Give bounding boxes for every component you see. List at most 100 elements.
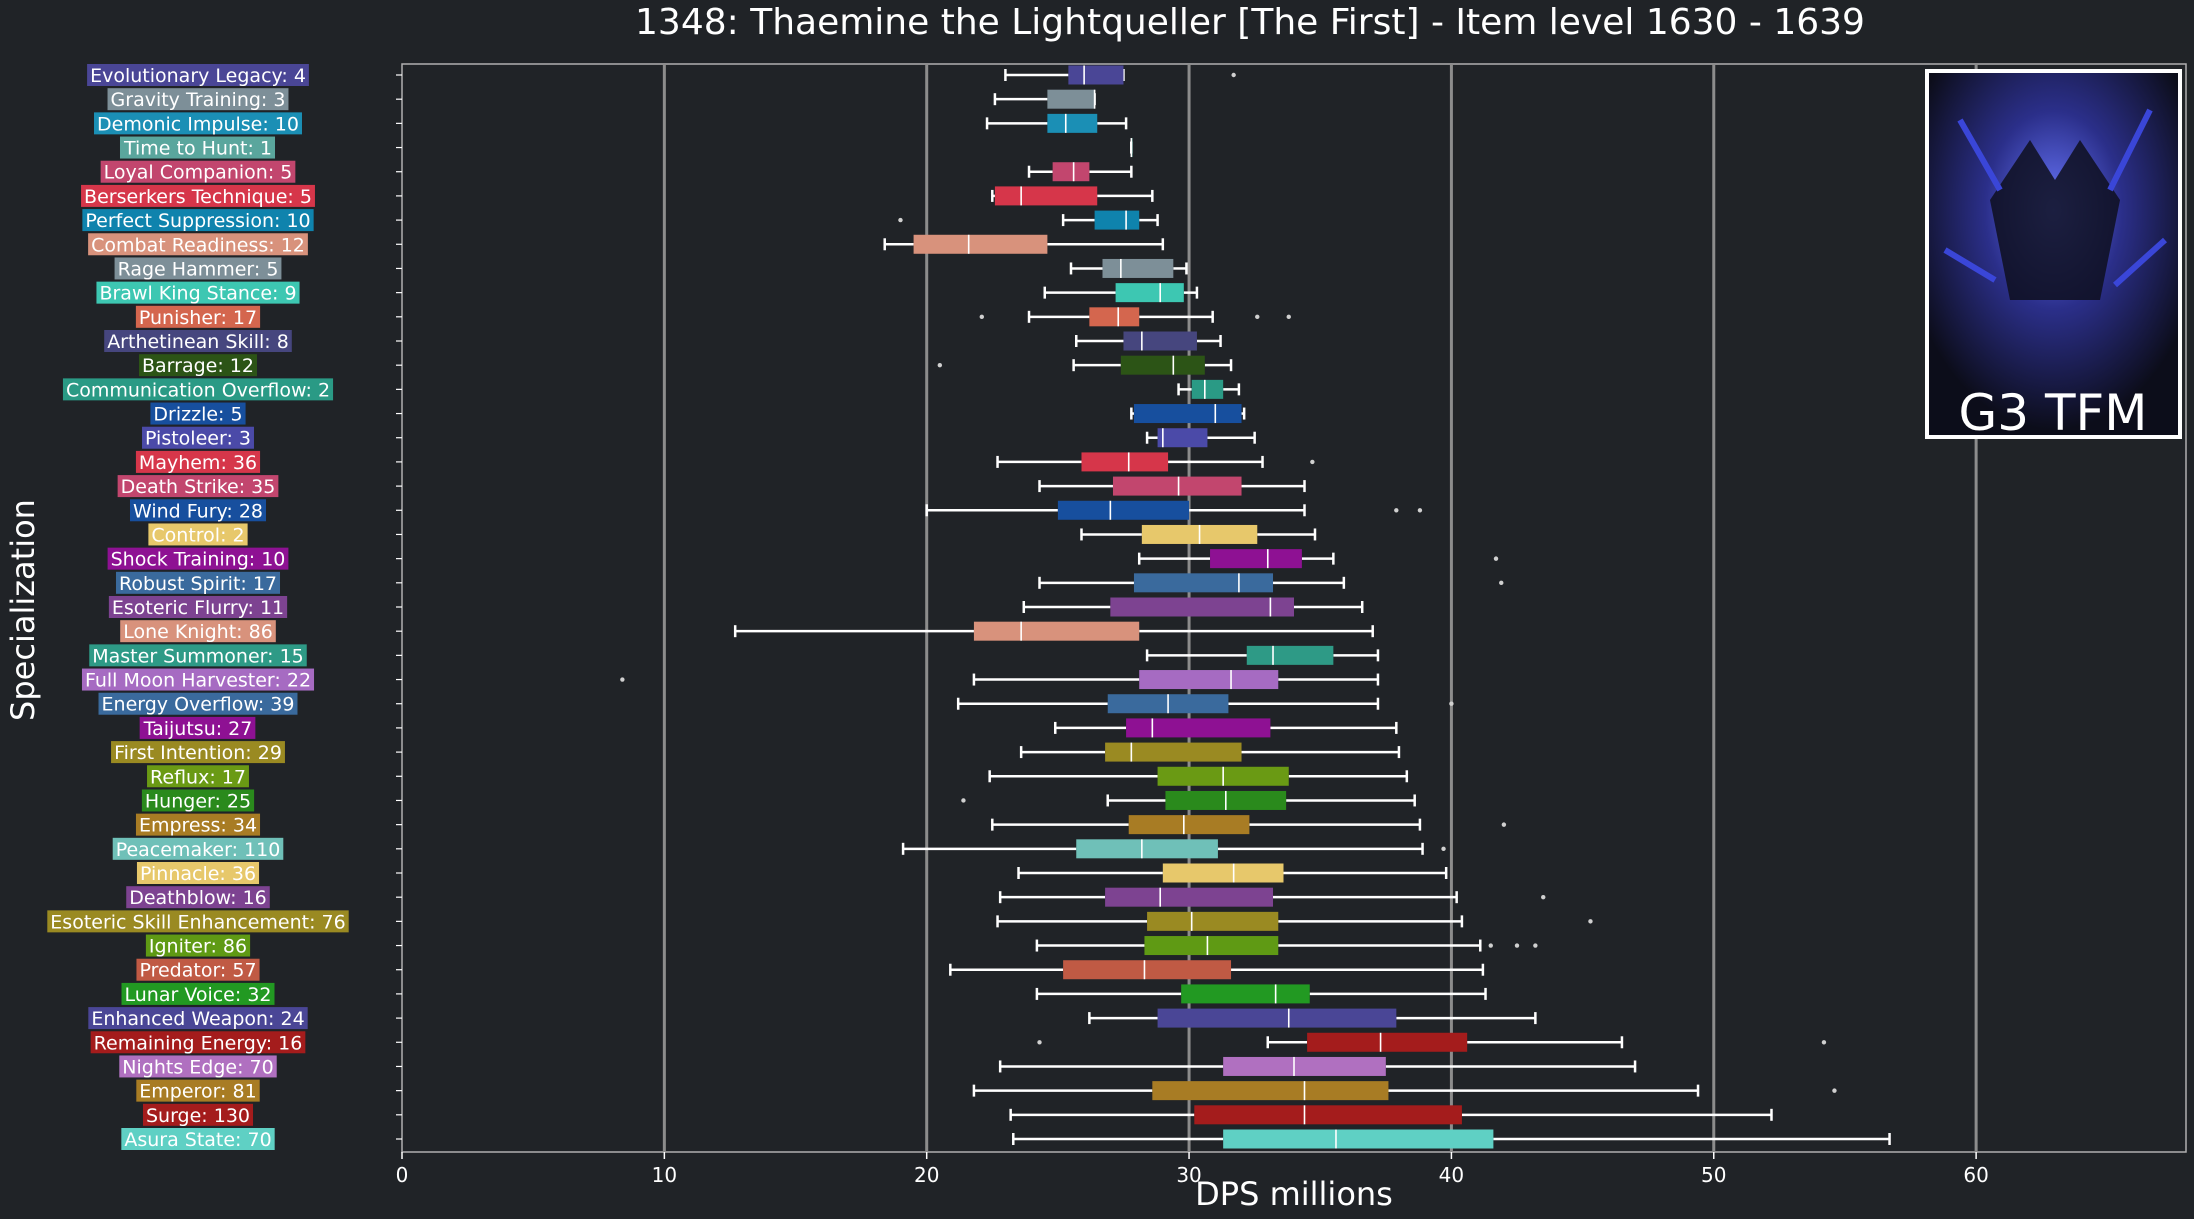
- category-label: Control: 2: [151, 524, 244, 546]
- category-label-bg: [88, 233, 308, 256]
- box-31: [991, 815, 1507, 835]
- category-label: Empress: 34: [139, 815, 257, 837]
- iqr-box: [1133, 404, 1242, 424]
- x-tick-labels: 0 10 20 30 40 50 60: [396, 1152, 1989, 1187]
- category-label: Loyal Companion: 5: [104, 162, 293, 184]
- box-0: [1004, 65, 1236, 85]
- category-label-bg: [142, 426, 254, 449]
- outlier-point: [1501, 822, 1507, 827]
- iqr-box: [1162, 863, 1284, 883]
- category-label: Barrage: 12: [142, 355, 254, 377]
- box-14: [1130, 404, 1246, 424]
- iqr-box: [1110, 597, 1294, 617]
- iqr-box: [1105, 742, 1242, 762]
- category-label: Perfect Suppression: 10: [85, 210, 310, 232]
- category-label: Pinnacle: 36: [140, 863, 256, 885]
- category-label: Demonic Impulse: 10: [97, 113, 299, 135]
- category-label: Time to Hunt: 1: [123, 138, 272, 160]
- category-label: Hunger: 25: [145, 790, 251, 812]
- category-label: Deathblow: 16: [129, 887, 267, 909]
- box-5: [991, 186, 1154, 206]
- box-23: [733, 621, 1374, 641]
- iqr-box: [1081, 452, 1169, 472]
- outlier-point: [961, 798, 966, 803]
- iqr-box: [913, 234, 1048, 254]
- iqr-box: [1076, 839, 1218, 859]
- iqr-box: [1223, 1056, 1386, 1076]
- box-3: [1130, 138, 1133, 158]
- category-label-bg: [121, 1128, 275, 1150]
- category-label-bg: [104, 330, 292, 352]
- box-16: [996, 452, 1315, 472]
- box-10: [979, 307, 1291, 327]
- iqr-box: [994, 186, 1098, 206]
- category-label: Combat Readiness: 12: [91, 234, 305, 256]
- box-2: [985, 113, 1128, 133]
- box-7: [883, 234, 1165, 254]
- category-label: Energy Overflow: 39: [102, 694, 295, 716]
- iqr-box: [1210, 549, 1302, 569]
- outlier-point: [898, 217, 903, 223]
- iqr-box: [1115, 283, 1184, 303]
- iqr-box: [1157, 1008, 1397, 1028]
- iqr-box: [1144, 936, 1279, 956]
- iqr-box: [1191, 379, 1224, 399]
- x-axis-label: DPS millions: [1195, 1175, 1393, 1213]
- y-axis-label: Specialization: [4, 499, 42, 721]
- box-4: [1027, 162, 1133, 182]
- category-label-bg: [136, 958, 260, 981]
- category-label: Master Summoner: 15: [92, 645, 304, 667]
- box-32: [901, 839, 1446, 859]
- category-label: First Intention: 29: [114, 742, 282, 764]
- iqr-box: [1246, 645, 1334, 665]
- iqr-box: [1089, 307, 1140, 327]
- chart-title: 1348: Thaemine the Lightqueller [The Fir…: [635, 2, 1865, 43]
- box-38: [1035, 984, 1487, 1004]
- outlier-point: [1255, 314, 1260, 320]
- box-35: [996, 911, 1593, 931]
- category-label: Nights Edge: 70: [122, 1056, 273, 1078]
- outlier-point: [1231, 72, 1236, 78]
- category-label: Drizzle: 5: [153, 404, 242, 426]
- category-label: Berserkers Technique: 5: [84, 186, 312, 208]
- category-label-bg: [129, 499, 267, 522]
- category-label-bg: [100, 160, 296, 183]
- category-label: Brawl King Stance: 9: [99, 283, 296, 305]
- category-label-bg: [107, 547, 289, 570]
- iqr-box: [1133, 573, 1274, 593]
- category-label-bg: [120, 620, 276, 643]
- category-label-bg: [145, 934, 251, 957]
- category-label: Predator: 57: [139, 960, 256, 982]
- iqr-box: [1147, 911, 1279, 931]
- category-label: Remaining Energy: 16: [94, 1032, 303, 1054]
- outlier-point: [1417, 508, 1423, 513]
- box-39: [1088, 1008, 1537, 1028]
- box-19: [1080, 524, 1317, 544]
- box-8: [1069, 258, 1188, 278]
- iqr-box: [1102, 258, 1174, 278]
- category-label: Arthetinean Skill: 8: [107, 331, 289, 353]
- category-label: Lone Knight: 86: [123, 621, 273, 643]
- category-label-bg: [94, 112, 302, 135]
- iqr-box: [1126, 718, 1271, 738]
- category-label: Peacemaker: 110: [116, 839, 281, 861]
- category-label: Esoteric Flurry: 11: [112, 597, 284, 619]
- iqr-box: [1047, 89, 1095, 109]
- category-label: Full Moon Harvester: 22: [85, 670, 311, 692]
- iqr-box: [1112, 476, 1242, 496]
- category-label-bg: [81, 668, 315, 691]
- box-26: [956, 694, 1454, 714]
- x-tick-label: 60: [1963, 1163, 1988, 1187]
- outlier-point: [1394, 508, 1399, 513]
- category-label-bg: [62, 378, 334, 401]
- iqr-box: [973, 621, 1140, 641]
- category-label: Esoteric Skill Enhancement: 76: [50, 911, 345, 933]
- iqr-box: [1105, 887, 1274, 907]
- category-label: Asura State: 70: [124, 1129, 271, 1151]
- outlier-point: [979, 314, 984, 320]
- box-20: [1137, 549, 1499, 569]
- category-label-bg: [108, 596, 288, 618]
- category-label: Surge: 130: [146, 1105, 250, 1127]
- box-6: [898, 210, 1159, 230]
